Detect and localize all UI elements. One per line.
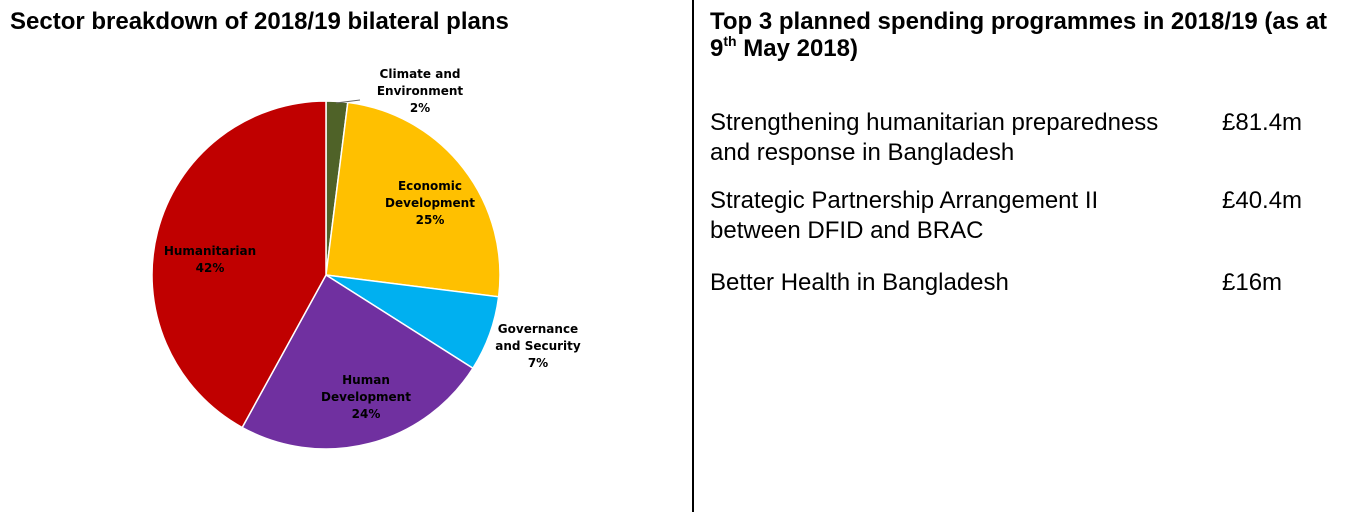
programmes-panel: Top 3 planned spending programmes in 201… xyxy=(694,0,1355,512)
programme-name: Better Health in Bangladesh xyxy=(710,269,1009,296)
programme-name: Strengthening humanitarian preparedness … xyxy=(710,109,1159,166)
leader-line xyxy=(335,99,361,104)
programmes-title-main: Top 3 planned spending programmes in 201… xyxy=(710,8,1328,62)
pie-chart: Climate and Environment 2% Economic Developm… xyxy=(151,67,581,450)
programmes-title-sup: th xyxy=(723,33,737,49)
programmes-title-end: May 2018) xyxy=(736,35,858,62)
slice-label: Economic Development 25% xyxy=(385,179,475,227)
slice-name-label: Humanitarian xyxy=(164,244,256,258)
pie-slice xyxy=(151,100,327,429)
slice-value-label: 25% xyxy=(416,213,445,227)
programme-row: Strengthening humanitarian preparedness … xyxy=(710,108,1350,168)
programmes-title: Top 3 planned spending programmes in 201… xyxy=(710,8,1330,62)
slice-label: Governance and Security 7% xyxy=(495,322,581,370)
panel-divider xyxy=(692,0,694,512)
slice-name-label: Development xyxy=(385,196,475,210)
chart-panel: Sector breakdown of 2018/19 bilateral pl… xyxy=(10,8,581,450)
programme-list: Strengthening humanitarian preparedness … xyxy=(710,108,1350,316)
slice-name-label: Governance xyxy=(498,322,578,336)
slice-name-label: Human xyxy=(342,373,390,387)
slice-value-label: 42% xyxy=(196,261,225,275)
pie-slice xyxy=(241,273,474,450)
pie-slice xyxy=(325,101,501,298)
slice-name-label: Climate and xyxy=(380,67,461,81)
programme-amount: £40.4m xyxy=(1222,187,1303,214)
programme-row: Better Health in Bangladesh £16m xyxy=(710,268,1350,298)
slice-name-label: Economic xyxy=(398,179,462,193)
programme-row: Strategic Partnership Arrangement II bet… xyxy=(710,186,1350,246)
programme-amount: £81.4m xyxy=(1222,109,1303,136)
programme-name: Strategic Partnership Arrangement II bet… xyxy=(710,187,1099,244)
slice-value-label: 2% xyxy=(410,101,430,115)
slice-value-label: 7% xyxy=(528,356,548,370)
slice-label: Climate and Environment 2% xyxy=(377,67,464,115)
slice-label: Humanitarian 42% xyxy=(164,244,256,275)
slice-value-label: 24% xyxy=(352,407,381,421)
slice-name-label: and Security xyxy=(495,339,581,353)
chart-title: Sector breakdown of 2018/19 bilateral pl… xyxy=(10,8,509,35)
programme-amount: £16m xyxy=(1222,269,1283,296)
slice-name-label: Environment xyxy=(377,84,464,98)
slice-label: Human Development 24% xyxy=(321,373,411,421)
slice-name-label: Development xyxy=(321,390,411,404)
